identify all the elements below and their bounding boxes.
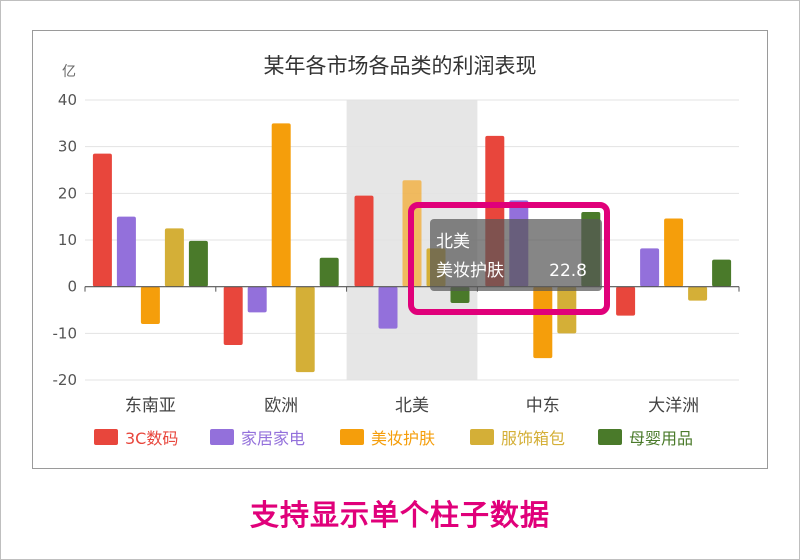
y-tick-label: 30	[58, 138, 77, 156]
legend-swatch	[470, 429, 494, 445]
y-tick-label: 20	[58, 184, 77, 202]
x-tick-label: 中东	[526, 396, 560, 416]
tooltip-highlight-box	[408, 202, 610, 315]
bar[interactable]	[140, 286, 160, 324]
y-tick-label: 10	[58, 231, 77, 249]
bar[interactable]	[664, 218, 684, 287]
bar[interactable]	[295, 286, 315, 373]
bar[interactable]	[92, 153, 112, 287]
legend-swatch	[94, 429, 118, 445]
legend-label: 3C数码	[125, 429, 178, 448]
bar[interactable]	[116, 216, 136, 287]
bar[interactable]	[712, 259, 732, 287]
legend-label: 美妆护肤	[371, 429, 435, 448]
chart-title: 某年各市场各品类的利润表现	[264, 54, 537, 78]
x-tick-label: 北美	[395, 396, 429, 416]
legend-label: 家居家电	[241, 429, 305, 448]
bar[interactable]	[533, 286, 553, 359]
legend-item[interactable]: 母婴用品	[598, 429, 693, 448]
legend-label: 服饰箱包	[501, 429, 565, 448]
legend-item[interactable]: 服饰箱包	[470, 429, 565, 448]
legend-item[interactable]: 家居家电	[210, 429, 305, 448]
bar[interactable]	[319, 257, 339, 287]
legend-item[interactable]: 美妆护肤	[340, 429, 435, 448]
bar[interactable]	[378, 286, 398, 329]
bar[interactable]	[223, 286, 243, 345]
legend-label: 母婴用品	[629, 429, 693, 448]
bar[interactable]	[354, 195, 374, 287]
tooltip-series-label: 美妆护肤	[436, 261, 504, 281]
y-tick-label: 0	[67, 278, 77, 296]
legend-swatch	[210, 429, 234, 445]
bar[interactable]	[188, 240, 208, 287]
tooltip: 北美 美妆护肤 22.8	[430, 219, 602, 291]
y-tick-label: -10	[53, 324, 78, 342]
x-tick-label: 东南亚	[125, 396, 176, 416]
caption: 支持显示单个柱子数据	[249, 498, 550, 532]
legend-item[interactable]: 3C数码	[94, 429, 178, 448]
y-unit-label: 亿	[62, 64, 76, 80]
bar[interactable]	[164, 228, 184, 287]
tooltip-value: 22.8	[549, 261, 587, 281]
bar[interactable]	[616, 286, 636, 316]
legend-swatch	[598, 429, 622, 445]
bar[interactable]	[640, 248, 660, 287]
y-tick-label: 40	[58, 91, 77, 109]
tooltip-title: 北美	[436, 232, 470, 252]
bar[interactable]	[271, 123, 291, 287]
legend-swatch	[340, 429, 364, 445]
x-tick-label: 大洋洲	[648, 396, 699, 416]
chart-card: -20 -10 0 10 20 30 40 东南亚 欧洲 北美 中东 大洋洲 某年各市场各品类的利润…	[32, 30, 768, 469]
y-tick-label: -20	[53, 371, 78, 389]
bar[interactable]	[247, 286, 267, 313]
bar[interactable]	[688, 286, 708, 301]
x-tick-label: 欧洲	[264, 396, 298, 416]
